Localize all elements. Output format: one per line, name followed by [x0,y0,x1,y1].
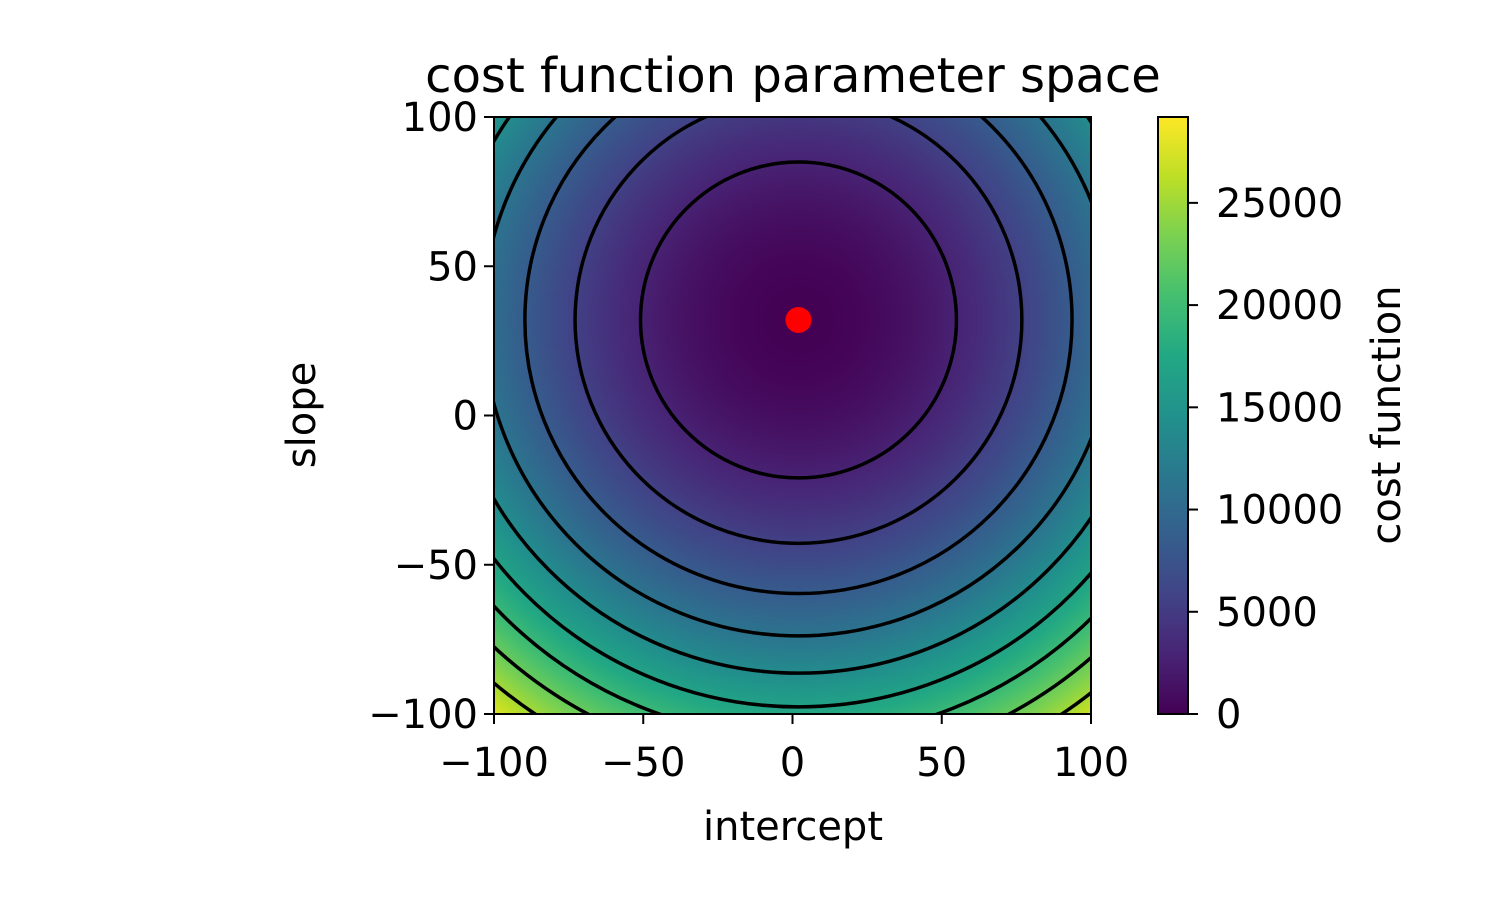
x-axis-ticks: −100 −50 0 50 100 [439,714,1129,786]
contour-line-5 [494,117,1091,675]
y-axis-ticks: −100 −50 0 50 100 [368,95,494,738]
y-tick-label: 50 [427,244,478,290]
x-tick-label: 0 [780,740,805,786]
y-tick-label: 100 [402,95,478,141]
colorbar-tick-label: 5000 [1216,590,1318,636]
y-tick-label: −100 [368,692,478,738]
x-tick-label: −100 [439,740,549,786]
y-tick-label: 0 [453,394,478,440]
colorbar-frame [1157,116,1189,715]
colorbar-tick-label: 0 [1216,692,1241,738]
x-tick-label: 100 [1053,740,1129,786]
chart-title: cost function parameter space [425,48,1161,104]
contour-lines [494,117,1091,714]
colorbar-label: cost function [1364,285,1410,544]
colorbar-tick-label: 10000 [1216,488,1343,534]
contour-line-4 [494,117,1091,638]
colorbar-tick-label: 20000 [1216,283,1343,329]
minimum-marker-layer [785,306,812,333]
contour-line-3 [523,117,1074,596]
x-tick-label: −50 [601,740,685,786]
contour-line-6 [494,555,1091,709]
colorbar-tick-label: 25000 [1216,181,1343,227]
colorbar-tick-label: 15000 [1216,385,1343,431]
colorbar-ticks: 0 5000 10000 15000 20000 25000 [1188,181,1343,738]
y-tick-label: −50 [394,543,478,589]
x-tick-label: 50 [916,740,967,786]
colorbar [1158,117,1188,714]
minimum-marker [785,306,812,333]
x-axis-label: intercept [703,804,883,850]
contour-line-1 [638,160,959,480]
y-axis-label: slope [279,362,325,468]
contour-line-2 [573,117,1024,546]
